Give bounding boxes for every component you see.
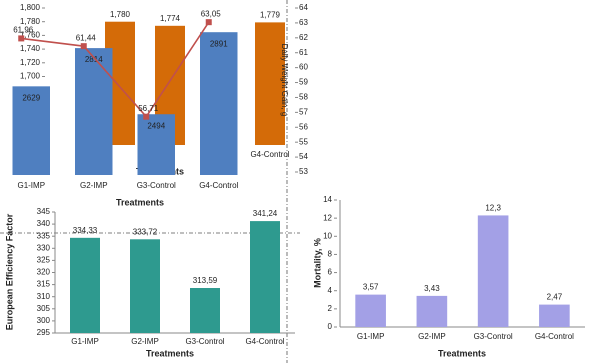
x-tick-label: G3-Control [137,181,176,190]
x-tick-label: G3-Control [185,337,224,346]
line-value-label: 61,44 [76,33,97,42]
value-label: 2494 [147,121,165,130]
y-tick-label: 0 [328,322,333,331]
x-axis-title: Treatments [146,348,194,358]
y2-tick-label: 53 [299,167,308,176]
bar [12,86,50,175]
bar [355,294,386,327]
y2-tick-label: 58 [299,93,308,102]
y-axis-title: European Efficiency Factor [4,213,14,330]
bar [130,239,160,333]
x-tick-label: G2-IMP [131,337,159,346]
x-tick-label: G1-IMP [71,337,99,346]
bar [255,22,285,145]
value-label: 2891 [210,39,228,48]
y2-tick-label: 59 [299,78,308,87]
y2-tick-label: 55 [299,137,308,146]
line [21,21,210,118]
value-label: 3,57 [363,283,379,292]
x-tick-label: G4-Control [245,337,284,346]
y2-tick-label: 56 [299,122,308,131]
line-value-label: 61,96 [13,26,34,35]
y-tick-label: 14 [323,195,332,204]
y2-tick-label: 63 [299,18,308,27]
y-tick-label: 4 [328,286,333,295]
bar [75,48,113,175]
y-tick-label: 1,760 [20,31,41,40]
y-tick-label: 1,720 [20,58,41,67]
value-label: 2,47 [547,293,563,302]
line-marker [143,113,150,120]
x-tick-label: G2-IMP [80,181,108,190]
line-value-label: 56,71 [138,104,159,113]
y-tick-label: 1,780 [20,17,41,26]
line-marker [80,43,87,50]
y2-tick-label: 61 [299,48,308,57]
value-label: 1,774 [160,14,181,23]
value-label: 2814 [85,55,103,64]
bar [70,237,100,333]
y-tick-label: 1,800 [20,3,41,12]
y-tick-label: 310 [37,292,51,301]
y-tick-label: 10 [323,231,332,240]
x-tick-label: G3-Control [474,332,513,341]
value-label: 12,3 [485,204,501,213]
y-tick-label: 315 [37,280,51,289]
y-tick-label: 325 [37,256,51,265]
y-tick-label: 335 [37,231,51,240]
y2-tick-label: 57 [299,107,308,116]
x-tick-label: G4-Control [535,332,574,341]
bar [477,215,509,327]
bar [190,288,220,333]
y-tick-label: 330 [37,243,51,252]
x-tick-label: G4-Control [250,150,289,159]
bar [416,295,448,327]
y2-tick-label: 60 [299,63,308,72]
x-tick-label: G1-IMP [357,332,385,341]
line-marker [205,19,212,26]
value-label: 3,43 [424,284,440,293]
x-tick-label: G4-Control [199,181,238,190]
y2-tick-label: 62 [299,33,308,42]
y2-tick-label: 54 [299,152,308,161]
value-label: 333,72 [133,227,158,236]
y-tick-label: 305 [37,304,51,313]
line-value-label: 63,05 [201,9,222,18]
y-axis-title: Mortality, % [312,238,322,288]
value-label: 2629 [22,93,40,102]
y-tick-label: 2 [328,304,333,313]
value-label: 1,779 [260,10,281,19]
y-tick-label: 295 [37,328,51,337]
y-tick-label: 6 [328,268,333,277]
x-tick-label: G2-IMP [418,332,446,341]
line-marker [18,35,25,42]
y-tick-label: 340 [37,219,51,228]
y-tick-label: 1,700 [20,72,41,81]
y-tick-label: 345 [37,207,51,216]
bar [250,221,280,333]
value-label: 334,33 [73,226,98,235]
y2-tick-label: 64 [299,3,308,12]
value-label: 1,780 [110,10,131,19]
bar [137,114,175,175]
y-tick-label: 320 [37,268,51,277]
y-tick-label: 300 [37,316,51,325]
x-axis-title: Treatments [438,348,486,358]
x-tick-label: G1-IMP [17,181,45,190]
x-axis-title: Treatments [116,197,164,207]
y-tick-label: 12 [323,213,332,222]
y-tick-label: 8 [328,250,333,259]
value-label: 341,24 [253,209,278,218]
bar [200,32,238,176]
y-tick-label: 1,740 [20,44,41,53]
value-label: 313,59 [193,276,218,285]
bar [539,304,570,327]
y2-axis-title: Daily Weight Gain, g [280,44,289,117]
